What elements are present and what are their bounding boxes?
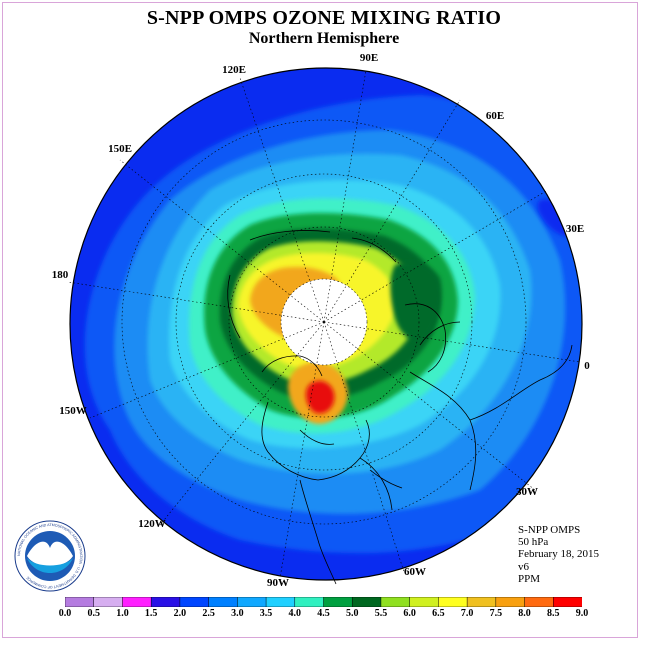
colorbar-tick-label: 8.5 [547, 608, 560, 619]
lon-label-120e: 120E [222, 64, 246, 76]
lon-label-90e: 90E [359, 52, 379, 64]
colorbar-segment [237, 597, 267, 607]
ozone-max-red [305, 380, 335, 414]
colorbar-segment [351, 597, 382, 607]
info-pressure-level: 50 hPa [518, 536, 549, 549]
ozone-band-east-dark-green [390, 261, 442, 342]
lon-label-120w: 120W [138, 518, 166, 530]
lon-label-180: 180 [51, 269, 69, 281]
colorbar-tick-label: 5.0 [345, 608, 359, 619]
lon-label-30e: 30E [565, 223, 585, 235]
lon-label-90w: 90W [267, 577, 289, 589]
map-title: S-NPP OMPS OZONE MIXING RATIO [146, 7, 502, 29]
lon-label-60w: 60W [404, 566, 426, 578]
coastlines [227, 230, 573, 585]
colorbar-tick-label: 2.5 [202, 608, 215, 619]
noaa-logo-text: NOAA [37, 553, 64, 563]
colorbar-tick-label: 6.5 [432, 608, 445, 619]
colorbar-segment [553, 597, 582, 607]
product-info: S-NPP OMPS 50 hPa February 18, 2015 v6 P… [518, 524, 599, 585]
colorbar-tick-label: 7.5 [489, 608, 503, 619]
info-date: February 18, 2015 [518, 548, 599, 561]
colorbar-segment [65, 597, 95, 607]
colorbar-segment [265, 597, 296, 607]
colorbar-segment [438, 597, 468, 607]
lon-label-150e: 150E [108, 143, 132, 155]
colorbar-tick-label: 1.0 [116, 608, 129, 619]
colorbar-tick-label: 4.5 [317, 608, 330, 619]
colorbar-segment [122, 597, 152, 607]
figure-frame [2, 2, 638, 638]
colorbar-segment [208, 597, 238, 607]
ozone-field [70, 68, 582, 580]
colorbar-segment [495, 597, 526, 607]
colorbar-tick-label: 4.0 [288, 608, 302, 619]
colorbar-segment [380, 597, 411, 607]
colorbar-segment [524, 597, 554, 607]
colorbar-segment [179, 597, 210, 607]
colorbar-segment [323, 597, 353, 607]
info-units: PPM [518, 572, 541, 585]
map-subtitle: Northern Hemisphere [248, 30, 400, 47]
colorbar-tick-label: 3.0 [231, 608, 244, 619]
colorbar-tick-label: 0.0 [58, 608, 72, 619]
colorbar-tick-label: 5.5 [374, 608, 388, 619]
colorbar-segment [466, 597, 497, 607]
colorbar-segment [409, 597, 440, 607]
colorbar-tick-label: 6.0 [403, 608, 416, 619]
colorbar-segment [150, 597, 181, 607]
info-version: v6 [518, 560, 529, 573]
colorbar [65, 597, 582, 607]
lon-label-60e: 60E [485, 110, 505, 122]
colorbar-tick-label: 1.5 [144, 608, 158, 619]
graticule [67, 69, 581, 579]
lon-label-0: 0 [584, 360, 590, 372]
lon-label-150w: 150W [59, 405, 87, 417]
colorbar-tick-label: 2.0 [173, 608, 187, 619]
colorbar-segment [93, 597, 124, 607]
info-instrument: S-NPP OMPS [518, 524, 581, 536]
colorbar-tick-label: 3.5 [259, 608, 273, 619]
colorbar-tick-label: 9.0 [575, 608, 589, 619]
colorbar-segment [294, 597, 325, 607]
lon-label-30w: 30W [516, 486, 538, 498]
colorbar-tick-label: 8.0 [518, 608, 531, 619]
map-outline [69, 67, 583, 581]
colorbar-tick-label: 0.5 [87, 608, 100, 619]
noaa-logo: NOAA NATIONAL OCEANIC AND ATMOSPHERIC AD… [14, 520, 86, 592]
colorbar-tick-label: 7.0 [460, 608, 474, 619]
